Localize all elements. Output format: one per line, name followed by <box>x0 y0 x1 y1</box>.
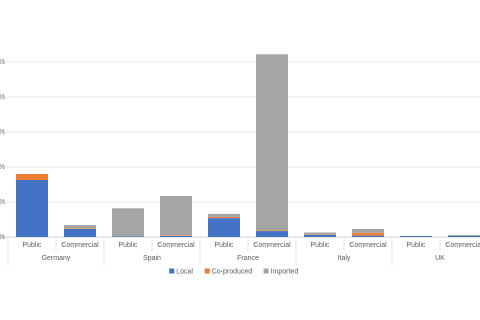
bar-segment <box>160 196 192 236</box>
x-tick-label: Commercial <box>157 242 195 249</box>
legend-label: Local <box>176 268 193 275</box>
bar-segment <box>160 235 192 237</box>
group-label: Spain <box>143 255 161 262</box>
bar-segment <box>64 225 96 229</box>
bar-segment <box>304 232 336 235</box>
legend-label: Co-produced <box>212 268 253 275</box>
x-tick-label: Public <box>22 242 42 249</box>
bar-segment <box>112 236 144 237</box>
x-tick-label: Commercial <box>61 242 99 249</box>
bar-segment <box>352 235 384 237</box>
bar-segment <box>208 217 240 219</box>
bar-segment <box>304 234 336 237</box>
group-label: UK <box>435 255 445 262</box>
legend-swatch <box>263 268 269 274</box>
bar-segment <box>352 232 384 236</box>
bar-segment <box>112 208 144 237</box>
x-tick-label: Commercial <box>253 242 291 249</box>
bar-segment <box>208 218 240 237</box>
bar-segment <box>256 54 288 231</box>
legend-label: Imported <box>271 268 299 275</box>
bar-segment <box>16 179 48 237</box>
x-tick-label: Commercial <box>445 242 480 249</box>
bar-segment <box>256 230 288 232</box>
x-tick-label: Public <box>310 242 330 249</box>
x-tick-label: Commercial <box>349 242 387 249</box>
bar-segment <box>16 174 48 180</box>
x-tick-label: Public <box>406 242 426 249</box>
bar-segment <box>208 213 240 218</box>
group-label: Italy <box>338 255 351 262</box>
bar-segment <box>448 235 480 237</box>
group-label: Germany <box>42 255 71 262</box>
bar-segment <box>448 234 480 236</box>
bar-segment <box>400 235 432 237</box>
bar-segment <box>160 235 192 236</box>
bar-segment <box>256 231 288 237</box>
legend-swatch <box>169 268 175 274</box>
bar-segment <box>352 228 384 233</box>
x-tick-label: Public <box>118 242 138 249</box>
group-label: France <box>237 255 259 262</box>
legend-swatch <box>204 268 210 274</box>
x-tick-label: Public <box>214 242 234 249</box>
bar-segment <box>64 228 96 237</box>
bar-segment <box>64 228 96 229</box>
